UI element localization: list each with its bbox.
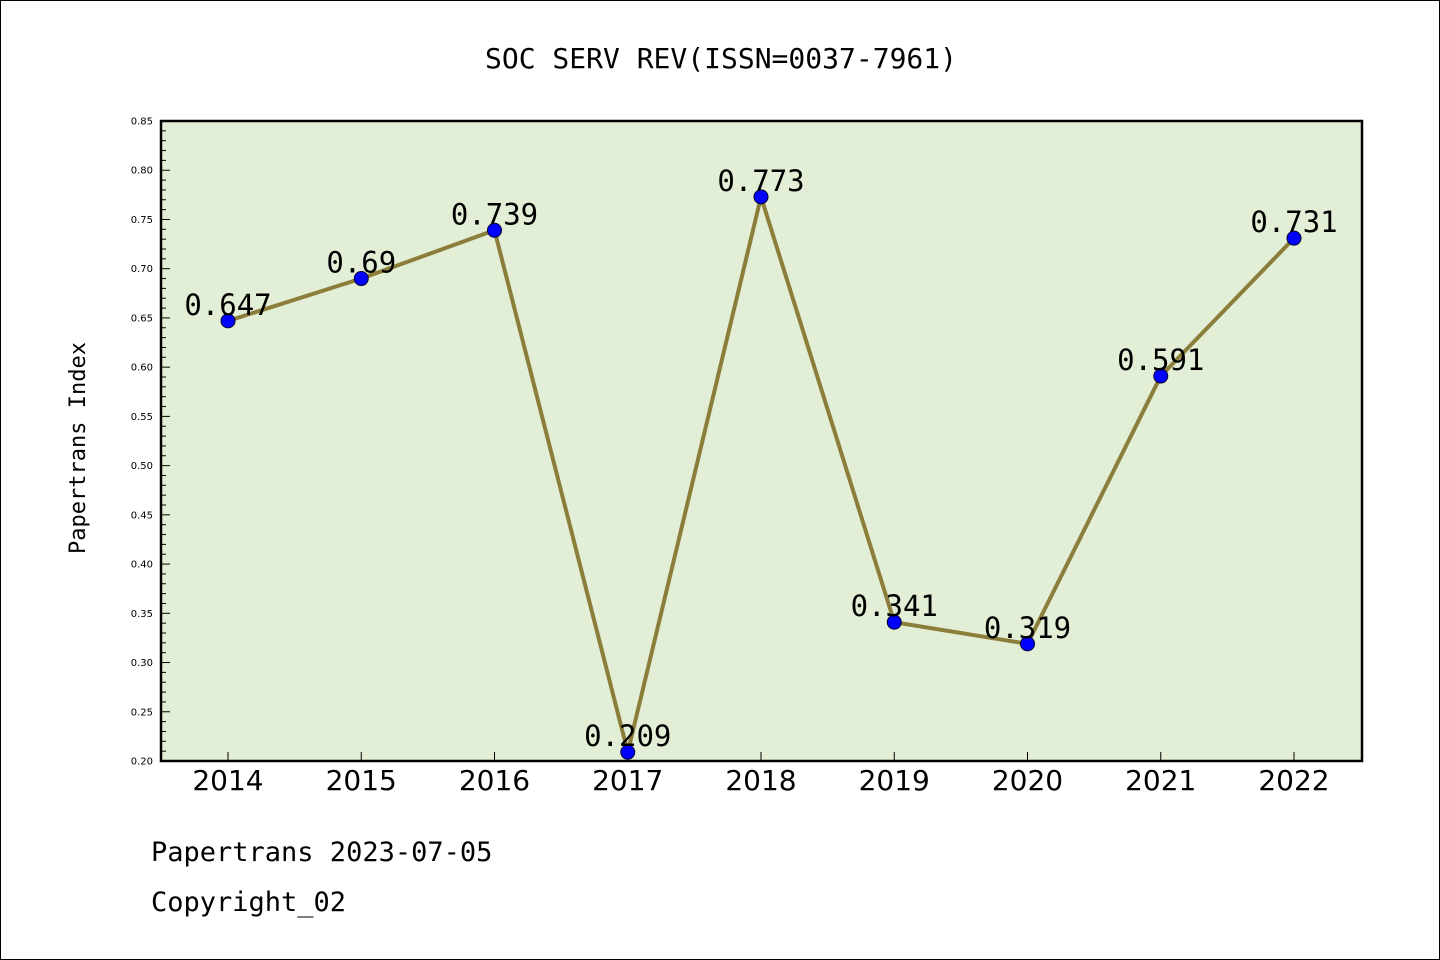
x-tick-label: 2022 (1258, 764, 1329, 797)
data-point-marker (886, 614, 902, 630)
data-point-marker (220, 313, 236, 329)
y-tick-label: 0.70 (131, 264, 153, 275)
data-point-marker (353, 271, 369, 287)
y-tick-label: 0.50 (131, 461, 153, 472)
plot-area (161, 121, 1362, 761)
x-tick-label: 2016 (459, 764, 530, 797)
data-point-marker (1286, 230, 1302, 246)
data-point-marker (1153, 368, 1169, 384)
data-label: 0.739 (451, 197, 538, 231)
y-tick-label: 0.30 (131, 658, 153, 669)
x-tick-label: 2017 (592, 764, 663, 797)
data-point-marker (487, 222, 502, 238)
y-tick-label: 0.35 (131, 609, 153, 620)
data-label: 0.319 (984, 611, 1071, 645)
data-label: 0.773 (717, 164, 804, 198)
y-axis: 0.20 0.25 0.30 0.35 0.40 0.45 0.50 0.55 0.60 0.65… (131, 117, 170, 768)
x-tick-label: 2018 (725, 764, 796, 797)
footer-date-text: Papertrans 2023-07-05 (151, 837, 493, 868)
data-label: 0.341 (851, 589, 938, 623)
y-tick-label: 0.60 (131, 363, 153, 374)
data-point-marker (620, 744, 636, 760)
y-tick-label: 0.20 (131, 757, 153, 768)
data-label: 0.69 (326, 246, 396, 280)
y-tick-label: 0.65 (131, 313, 153, 324)
series (220, 189, 1302, 760)
data-point-marker (1020, 636, 1035, 652)
y-tick-label: 0.75 (131, 215, 153, 226)
y-tick-label: 0.40 (131, 560, 153, 571)
data-labels: 0.647 0.69 0.739 0.209 0.773 0.341 0.319 0.591 0… (184, 164, 1337, 753)
x-tick-label: 2014 (192, 764, 263, 797)
chart-title: SOC SERV REV(ISSN=0037-7961) (485, 42, 957, 75)
y-tick-label: 0.45 (131, 510, 153, 521)
data-label: 0.731 (1250, 205, 1337, 239)
footer-copyright-text: Copyright_02 (151, 887, 347, 918)
x-tick-label: 2019 (859, 764, 930, 797)
x-axis: 2014 2015 2016 2017 2018 2019 2020 2021 2022 (192, 752, 1330, 797)
y-tick-label: 0.85 (131, 117, 153, 128)
y-axis-label: Papertrans Index (66, 342, 91, 554)
data-label: 0.647 (184, 288, 271, 322)
y-tick-label: 0.80 (131, 166, 153, 177)
x-tick-label: 2020 (992, 764, 1063, 797)
x-tick-label: 2015 (326, 764, 397, 797)
plot-border (159, 119, 1364, 763)
x-tick-label: 2021 (1125, 764, 1196, 797)
y-tick-label: 0.25 (131, 707, 153, 718)
data-label: 0.209 (584, 719, 671, 753)
data-label: 0.591 (1117, 343, 1204, 377)
data-point-marker (753, 189, 769, 205)
y-tick-label: 0.55 (131, 412, 153, 423)
